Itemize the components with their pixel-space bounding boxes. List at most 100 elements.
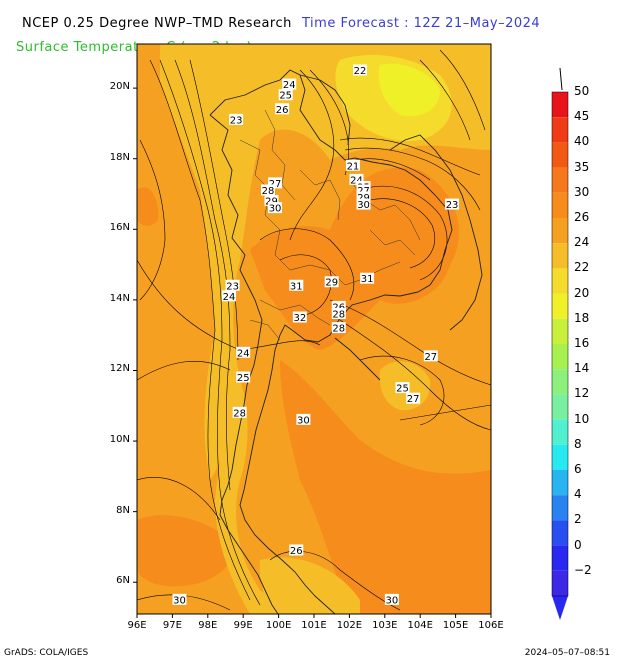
contour-label-bg: [360, 272, 375, 284]
lon-tick-label: 104E: [407, 620, 433, 631]
contour-line: [139, 139, 166, 301]
contour-label-bg: [356, 198, 371, 210]
colorbar-swatch: [552, 243, 568, 269]
colorbar-swatch: [552, 394, 568, 420]
contour-label: 29: [324, 276, 339, 289]
contour-label-text: 26: [276, 105, 289, 116]
field-cool-south: [259, 557, 360, 614]
contour-label: 28: [331, 322, 346, 335]
coast-gulf: [239, 324, 336, 614]
colorbar-label: 16: [574, 336, 590, 350]
colorbar-label: 30: [574, 184, 590, 199]
contour-label-text: 27: [424, 352, 437, 363]
contour-label: 24: [282, 78, 297, 91]
contour-line: [359, 185, 448, 281]
contour-label-bg: [222, 290, 237, 302]
contour-line: [369, 198, 436, 269]
contour-label-text: 25: [237, 373, 250, 384]
province-line: [369, 229, 416, 256]
lat-tick-label: 6N: [116, 575, 130, 587]
contour-label: 23: [445, 198, 460, 211]
contour-label: 29: [264, 195, 279, 208]
border-north: [209, 69, 356, 161]
lon-tick-label: 106E: [478, 620, 504, 631]
colorbar-swatch: [552, 419, 568, 445]
field-warm-central: [250, 167, 459, 350]
contour-label: 25: [395, 382, 410, 395]
contour-label: 30: [384, 593, 399, 606]
lon-tick-label: 100E: [265, 620, 292, 631]
contour-label-bg: [260, 184, 275, 196]
colorbar-swatch: [552, 344, 568, 370]
contour-label-bg: [384, 593, 399, 605]
contour-label-bg: [289, 544, 304, 556]
lat-tick-label: 20N: [109, 81, 130, 93]
field-cool-peninsula: [215, 380, 290, 614]
contour-label-text: 21: [347, 161, 360, 172]
field-yellow-northeast: [378, 63, 440, 117]
contour-label: 31: [360, 272, 375, 285]
contour-line: [329, 299, 491, 386]
colorbar-arrow-top: [559, 67, 563, 91]
colorbar-swatch: [552, 520, 568, 546]
forecast-time: Time Forecast : 12Z 21–May–2024: [302, 16, 541, 31]
colorbar-swatch: [552, 92, 568, 118]
contour-label-text: 27: [357, 186, 370, 197]
contour-label-bg: [353, 64, 368, 76]
lon-tick-label: 105E: [442, 620, 469, 631]
contour-line: [344, 147, 481, 211]
contour-line: [289, 69, 335, 241]
contour-label-text: 28: [332, 310, 345, 321]
contour-label-text: 29: [265, 197, 278, 208]
colorbar-swatch: [552, 167, 568, 193]
contour-label: 30: [356, 198, 371, 211]
lat-tick-label: 8N: [116, 504, 130, 516]
colorbar-label: 45: [574, 109, 590, 124]
contour-labels: 2224252623212425272930272829302331293123…: [172, 64, 460, 606]
contour-line: [149, 59, 251, 601]
contour-label: 30: [296, 413, 311, 426]
contour-label-bg: [395, 382, 410, 394]
contour-line: [339, 137, 481, 176]
map-field: 2224252623212425272930272829302331293123…: [137, 44, 491, 614]
contour-label-text: 30: [269, 204, 282, 215]
field-warm-gulf: [280, 360, 491, 614]
colorbar-swatch: [552, 369, 568, 395]
footer-timestamp: 2024–05–07–08:51: [524, 648, 610, 658]
colorbar-frame: [551, 91, 569, 597]
border-west: [209, 114, 263, 471]
contour-label-bg: [331, 300, 346, 312]
province-line: [299, 169, 341, 221]
colorbar-swatch: [552, 470, 568, 496]
coast-andaman: [219, 469, 279, 614]
contour-label-text: 27: [407, 394, 420, 405]
colorbar-swatch: [552, 495, 568, 521]
colorbar-swatch: [552, 318, 568, 344]
contour-label-text: 26: [290, 546, 303, 557]
lon-tick-label: 98E: [198, 620, 218, 631]
contour-label: 25: [236, 371, 251, 384]
contour-label-text: 28: [233, 408, 246, 419]
lat-tick-label: 14N: [109, 292, 130, 304]
contour-label-text: 30: [357, 200, 370, 211]
colorbar-label: 4: [574, 487, 582, 502]
colorbar-swatch: [552, 293, 568, 319]
contour-label: 32: [292, 311, 307, 324]
border-cambodia: [317, 291, 419, 343]
contour-label-text: 25: [396, 384, 409, 395]
contour-label-text: 31: [361, 274, 374, 285]
contour-label-text: 23: [226, 281, 239, 292]
colorbar-swatch: [552, 268, 568, 294]
contour-label-text: 25: [279, 91, 292, 102]
colorbar-swatch: [552, 218, 568, 244]
contour-label-text: 22: [354, 66, 367, 77]
contour-label-bg: [423, 350, 438, 362]
contour-label-bg: [278, 89, 293, 101]
contour-label-text: 26: [332, 302, 345, 313]
contour-label: 21: [345, 159, 360, 172]
lat-tick-label: 16N: [109, 222, 130, 234]
lon-tick-label: 97E: [162, 620, 182, 631]
colorbar-label: 10: [574, 411, 590, 426]
contour-label: 23: [225, 279, 240, 292]
lon-tick-label: 103E: [372, 620, 398, 631]
